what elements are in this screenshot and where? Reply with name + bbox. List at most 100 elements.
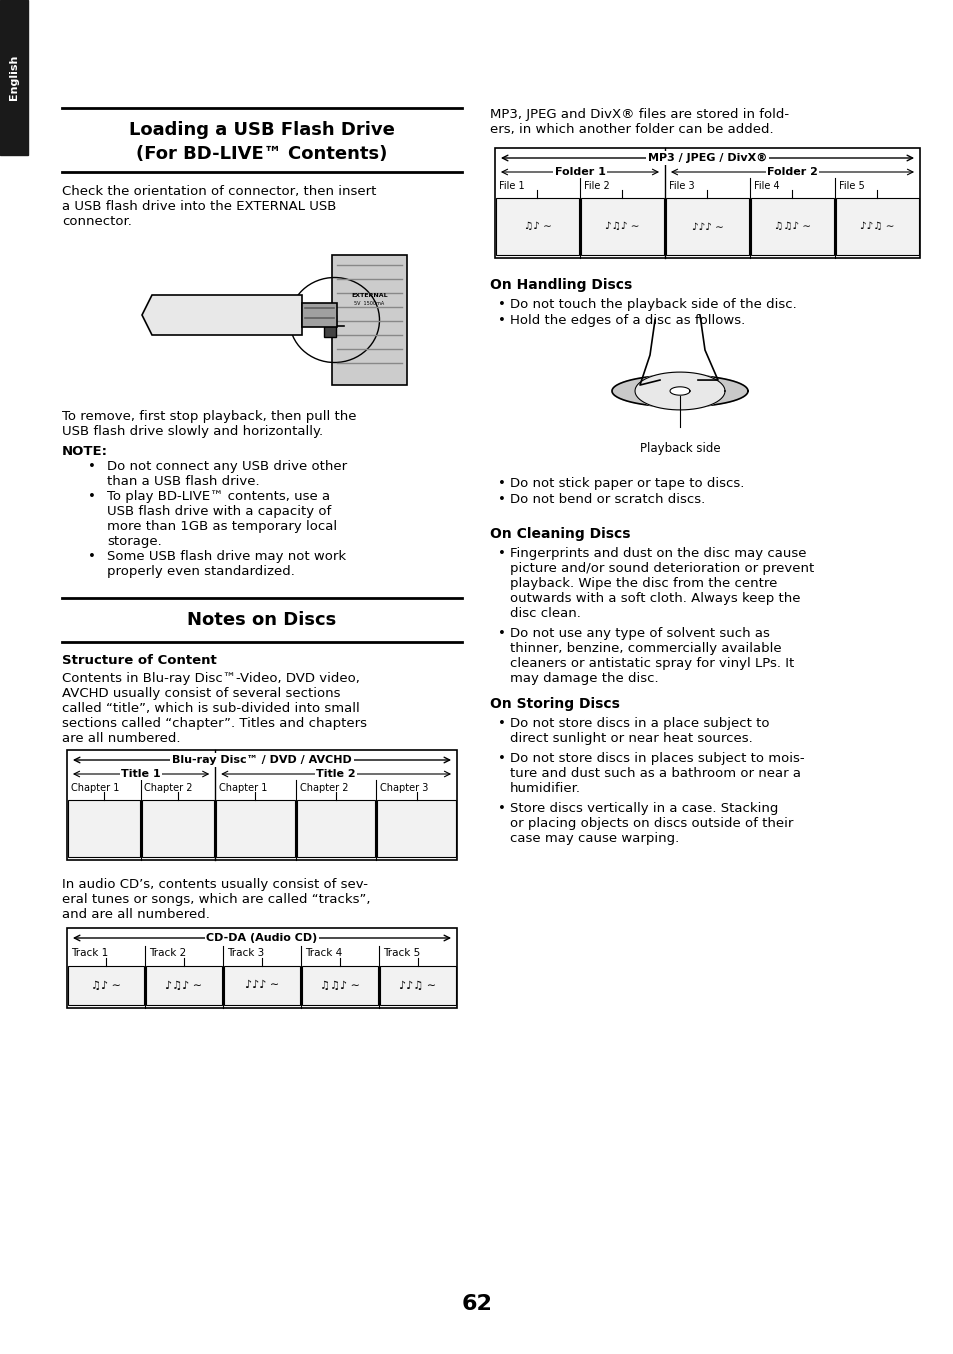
Text: Store discs vertically in a case. Stacking: Store discs vertically in a case. Stacki…	[510, 802, 778, 815]
Polygon shape	[635, 372, 724, 410]
Text: Track 5: Track 5	[382, 948, 420, 959]
Text: File 5: File 5	[838, 181, 863, 191]
Text: EXTERNAL: EXTERNAL	[351, 292, 388, 298]
Bar	[216, 800, 294, 857]
Polygon shape	[612, 375, 747, 408]
Text: To play BD-LIVE™ contents, use a: To play BD-LIVE™ contents, use a	[107, 490, 330, 502]
Text: Contents in Blu-ray Disc™-Video, DVD video,: Contents in Blu-ray Disc™-Video, DVD vid…	[62, 672, 359, 685]
Text: playback. Wipe the disc from the centre: playback. Wipe the disc from the centre	[510, 577, 777, 590]
Text: 62: 62	[461, 1294, 492, 1313]
Bar	[224, 965, 299, 1005]
Text: Fingerprints and dust on the disc may cause: Fingerprints and dust on the disc may ca…	[510, 547, 805, 561]
Text: •: •	[497, 477, 505, 490]
Text: Chapter 2: Chapter 2	[144, 783, 193, 793]
Text: Track 2: Track 2	[149, 948, 186, 959]
Text: connector.: connector.	[62, 215, 132, 227]
Text: Do not touch the playback side of the disc.: Do not touch the playback side of the di…	[510, 298, 796, 311]
Bar	[302, 303, 336, 328]
Text: •: •	[497, 751, 505, 765]
Text: humidifier.: humidifier.	[510, 783, 580, 795]
Text: 5V  1500mA: 5V 1500mA	[354, 301, 384, 306]
Bar	[495, 148, 919, 259]
Text: ture and dust such as a bathroom or near a: ture and dust such as a bathroom or near…	[510, 766, 801, 780]
Text: Do not bend or scratch discs.: Do not bend or scratch discs.	[510, 493, 704, 506]
Text: Do not store discs in a place subject to: Do not store discs in a place subject to	[510, 718, 769, 730]
Text: outwards with a soft cloth. Always keep the: outwards with a soft cloth. Always keep …	[510, 592, 800, 605]
Text: are all numbered.: are all numbered.	[62, 733, 180, 745]
Text: case may cause warping.: case may cause warping.	[510, 831, 679, 845]
Text: Structure of Content: Structure of Content	[62, 654, 216, 668]
Text: or placing objects on discs outside of their: or placing objects on discs outside of t…	[510, 816, 793, 830]
Text: •: •	[88, 550, 96, 563]
Text: •: •	[497, 718, 505, 730]
Bar	[496, 198, 578, 255]
Text: •: •	[88, 490, 96, 502]
Text: On Storing Discs: On Storing Discs	[490, 697, 619, 711]
Text: Do not stick paper or tape to discs.: Do not stick paper or tape to discs.	[510, 477, 743, 490]
Text: •: •	[497, 493, 505, 506]
Text: ers, in which another folder can be added.: ers, in which another folder can be adde…	[490, 123, 773, 135]
Bar	[0, 0, 28, 154]
Text: may damage the disc.: may damage the disc.	[510, 672, 658, 685]
Text: disc clean.: disc clean.	[510, 607, 580, 620]
Text: Title 2: Title 2	[316, 769, 355, 779]
Text: •: •	[88, 460, 96, 473]
Text: File 3: File 3	[668, 181, 694, 191]
Bar	[332, 255, 407, 385]
Text: ♫♫♪ ∼: ♫♫♪ ∼	[319, 980, 359, 991]
Bar	[580, 198, 663, 255]
Bar	[302, 965, 377, 1005]
Text: ♪♫♪ ∼: ♪♫♪ ∼	[604, 222, 639, 232]
Text: Loading a USB Flash Drive: Loading a USB Flash Drive	[129, 121, 395, 139]
Text: Playback side: Playback side	[639, 441, 720, 455]
Text: Chapter 1: Chapter 1	[71, 783, 119, 793]
Text: cleaners or antistatic spray for vinyl LPs. It: cleaners or antistatic spray for vinyl L…	[510, 657, 794, 670]
Text: File 4: File 4	[753, 181, 779, 191]
Text: •: •	[497, 314, 505, 328]
Text: Hold the edges of a disc as follows.: Hold the edges of a disc as follows.	[510, 314, 744, 328]
Bar	[835, 198, 918, 255]
Text: Track 1: Track 1	[71, 948, 108, 959]
Text: File 2: File 2	[583, 181, 609, 191]
Text: In audio CD’s, contents usually consist of sev-: In audio CD’s, contents usually consist …	[62, 877, 368, 891]
Text: Chapter 2: Chapter 2	[299, 783, 348, 793]
Text: more than 1GB as temporary local: more than 1GB as temporary local	[107, 520, 336, 533]
Text: MP3, JPEG and DivX® files are stored in fold-: MP3, JPEG and DivX® files are stored in …	[490, 108, 788, 121]
Bar	[750, 198, 833, 255]
Text: •: •	[497, 802, 505, 815]
Text: Do not use any type of solvent such as: Do not use any type of solvent such as	[510, 627, 769, 640]
Text: Some USB flash drive may not work: Some USB flash drive may not work	[107, 550, 346, 563]
Text: called “title”, which is sub-divided into small: called “title”, which is sub-divided int…	[62, 701, 359, 715]
Text: •: •	[497, 298, 505, 311]
Text: Blu-ray Disc™ / DVD / AVCHD: Blu-ray Disc™ / DVD / AVCHD	[172, 756, 352, 765]
Text: picture and/or sound deterioration or prevent: picture and/or sound deterioration or pr…	[510, 562, 814, 575]
Text: MP3 / JPEG / DivX®: MP3 / JPEG / DivX®	[647, 153, 766, 162]
Text: Folder 2: Folder 2	[766, 167, 817, 177]
Bar	[142, 800, 214, 857]
Text: Chapter 3: Chapter 3	[380, 783, 428, 793]
Polygon shape	[142, 295, 302, 334]
Text: NOTE:: NOTE:	[62, 445, 108, 458]
Bar	[67, 750, 456, 860]
Text: than a USB flash drive.: than a USB flash drive.	[107, 475, 259, 487]
Text: AVCHD usually consist of several sections: AVCHD usually consist of several section…	[62, 686, 340, 700]
Text: English: English	[9, 54, 19, 100]
Bar	[296, 800, 375, 857]
Polygon shape	[669, 387, 689, 395]
Text: ♫♪ ∼: ♫♪ ∼	[91, 980, 121, 991]
Bar	[377, 800, 456, 857]
Text: Title 1: Title 1	[121, 769, 161, 779]
Bar	[324, 315, 335, 337]
Bar	[68, 965, 144, 1005]
Text: USB flash drive slowly and horizontally.: USB flash drive slowly and horizontally.	[62, 425, 323, 437]
Text: thinner, benzine, commercially available: thinner, benzine, commercially available	[510, 642, 781, 655]
Bar	[146, 965, 222, 1005]
Text: a USB flash drive into the EXTERNAL USB: a USB flash drive into the EXTERNAL USB	[62, 200, 336, 213]
Text: Folder 1: Folder 1	[554, 167, 605, 177]
Text: ♪♪♪ ∼: ♪♪♪ ∼	[691, 222, 722, 232]
Bar	[68, 800, 140, 857]
Text: Do not store discs in places subject to mois-: Do not store discs in places subject to …	[510, 751, 803, 765]
Text: Notes on Discs: Notes on Discs	[187, 611, 336, 630]
Text: properly even standardized.: properly even standardized.	[107, 565, 294, 578]
Text: •: •	[497, 627, 505, 640]
